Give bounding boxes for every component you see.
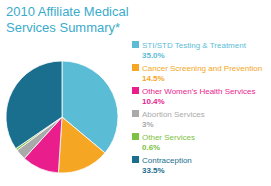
subtitle: Services Summary* [6,20,120,35]
data-label: 0.6% [142,143,160,152]
legend-label: Abortion Services [142,110,205,119]
legend-swatch [132,64,139,71]
legend-swatch [132,41,139,48]
legend-label: Cancer Screening and Prevention [142,64,262,73]
data-label: 3% [142,120,154,129]
pie-slice [58,117,105,173]
legend-swatch [132,110,139,117]
chart: 2010 Affiliate MedicalServices Summary* S… [0,0,271,186]
data-label: 35.0% [142,51,165,60]
pie-slice [6,61,62,149]
legend-swatch [132,156,139,163]
pie [6,61,118,173]
legend-label: Other Women's Health Services [142,87,255,96]
legend-label: STI/STD Testing & Treatment [142,41,247,50]
data-label: 14.5% [142,74,165,83]
data-label: 33.5% [142,166,165,175]
data-label: 10.4% [142,97,165,106]
legend-label: Other Services [142,133,195,142]
legend-label: Contraception [142,156,192,165]
legend-swatch [132,133,139,140]
title: 2010 Affiliate Medical [6,4,129,19]
legend-swatch [132,87,139,94]
